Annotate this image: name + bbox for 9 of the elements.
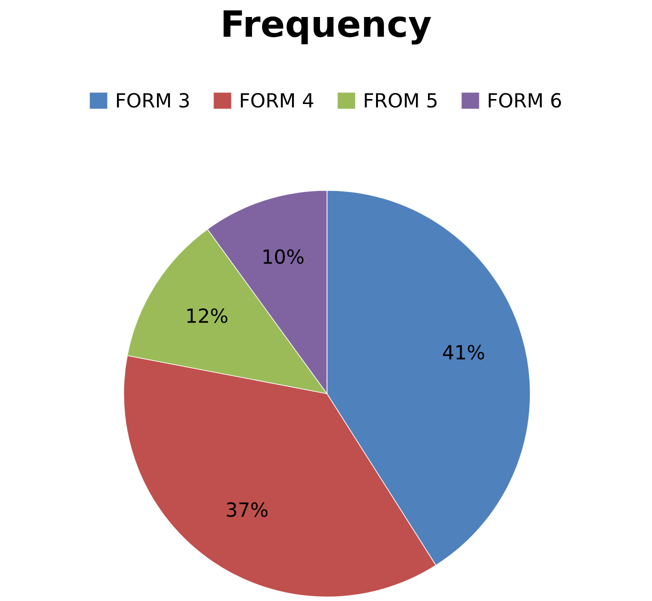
- data-label: 41%: [442, 344, 484, 360]
- legend-label: FORM 4: [240, 92, 314, 108]
- legend-label: FORM 3: [116, 92, 189, 108]
- legend-label: FORM 6: [488, 92, 561, 108]
- chart-title: Frequency: [224, 10, 432, 45]
- data-label: 12%: [187, 308, 228, 324]
- data-label: 37%: [226, 502, 268, 517]
- legend-label: FROM 5: [364, 92, 437, 108]
- data-label: 10%: [264, 249, 304, 264]
